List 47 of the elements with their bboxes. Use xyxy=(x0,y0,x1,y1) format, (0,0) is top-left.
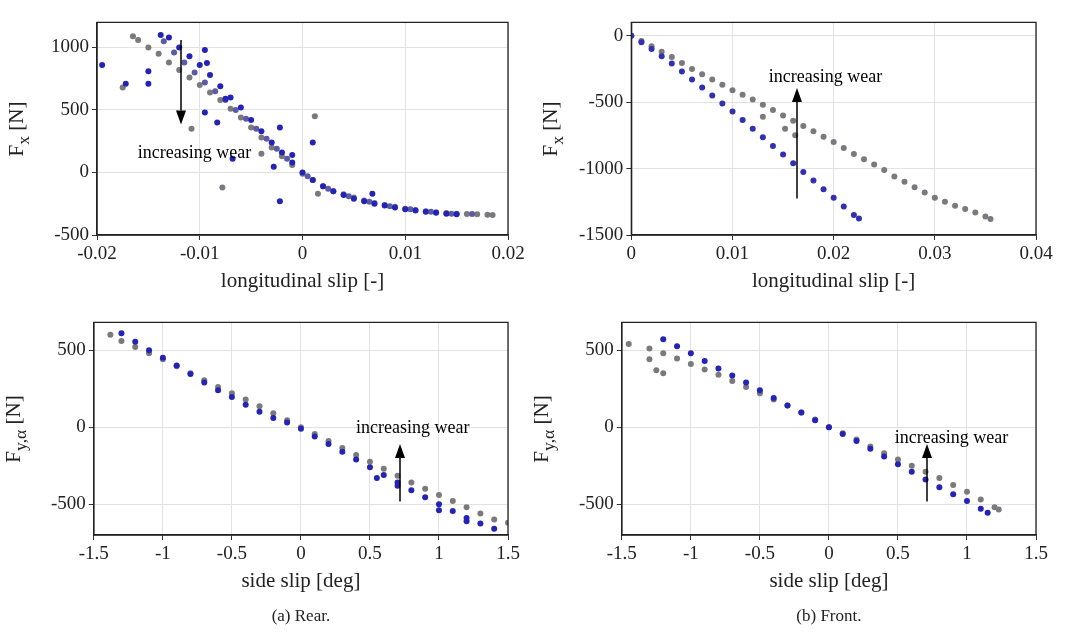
x-tick-label: -0.01 xyxy=(179,242,220,264)
text: (a) Rear. xyxy=(271,606,331,626)
x-tick-label: 1 xyxy=(962,542,972,564)
x-axis-title: longitudinal slip [-] xyxy=(220,267,385,292)
x-axis-title: side slip [deg] xyxy=(241,567,361,592)
annotation: increasing wear xyxy=(356,416,470,438)
x-tick-label: 0.01 xyxy=(715,242,750,264)
x-tick-label: 0 xyxy=(297,242,308,264)
x-axis-title: side slip [deg] xyxy=(769,567,889,592)
x-tick-label: -0.5 xyxy=(216,542,247,564)
annotation: increasing wear xyxy=(137,141,252,163)
x-tick-label: 0.03 xyxy=(918,242,952,264)
x-tick-label: 0.5 xyxy=(886,542,910,564)
x-tick-label: 1.5 xyxy=(496,542,520,564)
x-tick-label: -1 xyxy=(682,542,699,564)
x-axis-title: longitudinal slip [-] xyxy=(752,267,916,292)
x-tick-label: 0.01 xyxy=(388,242,422,264)
y-tick-label: 1000 xyxy=(51,35,89,57)
x-tick-label: -0.5 xyxy=(744,542,775,564)
x-tick-label: 0.5 xyxy=(358,542,382,564)
y-tick-label: 500 xyxy=(57,338,86,360)
annotation: increasing wear xyxy=(894,426,1009,448)
x-tick-label: 1 xyxy=(434,542,444,564)
y-tick-label: -500 xyxy=(54,222,89,244)
x-tick-label: 0.04 xyxy=(1019,242,1054,264)
y-tick-label: -500 xyxy=(588,90,624,112)
y-tick-label: 0 xyxy=(76,415,86,437)
y-tick-label: 0 xyxy=(79,160,89,182)
x-tick-label: 0.02 xyxy=(491,242,525,264)
text: (b) Front. xyxy=(796,606,862,626)
y-tick-label: -500 xyxy=(51,492,86,514)
x-tick-label: -1.5 xyxy=(606,542,637,564)
x-tick-label: 0.02 xyxy=(817,242,851,264)
x-tick-label: 0 xyxy=(296,542,306,564)
y-tick-label: 500 xyxy=(585,338,614,360)
y-tick-label: -1500 xyxy=(579,222,624,244)
annotation: increasing wear xyxy=(768,65,883,87)
x-tick-label: -0.02 xyxy=(77,242,117,264)
y-tick-label: 0 xyxy=(613,23,624,45)
x-tick-label: -1.5 xyxy=(78,542,109,564)
x-tick-label: 1.5 xyxy=(1024,542,1048,564)
y-tick-label: 0 xyxy=(604,415,614,437)
x-tick-label: -1 xyxy=(154,542,171,564)
y-tick-label: -500 xyxy=(579,492,614,514)
y-tick-label: 500 xyxy=(60,97,89,119)
y-tick-label: -1000 xyxy=(579,156,624,178)
x-tick-label: 0 xyxy=(824,542,834,564)
